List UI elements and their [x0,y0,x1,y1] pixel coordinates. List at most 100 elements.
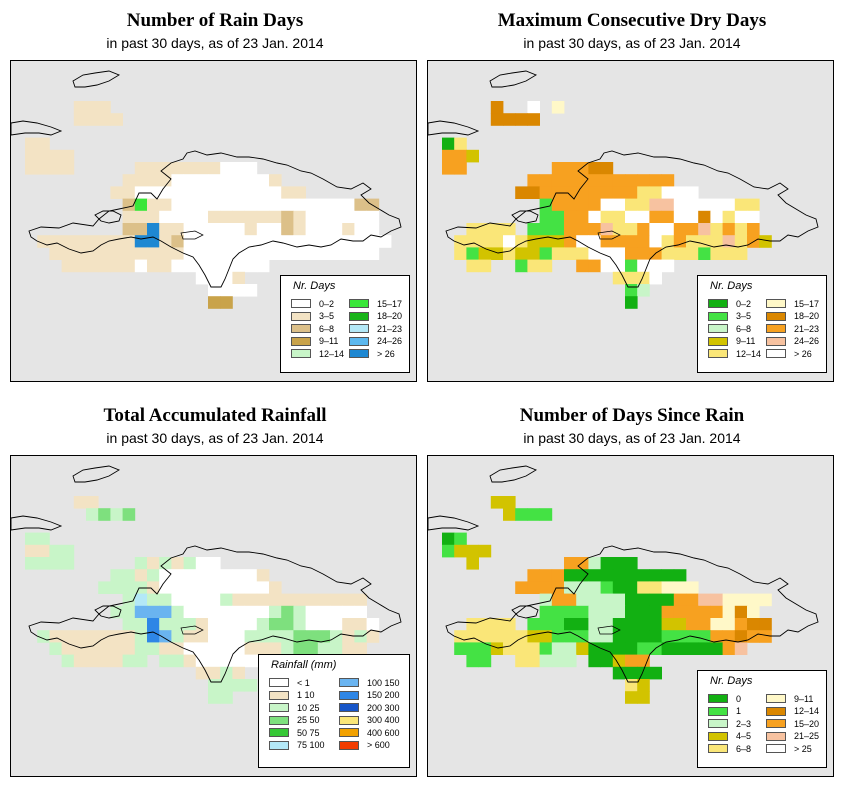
legend-swatch [339,678,359,687]
grid-cell [330,593,343,607]
grid-cell [442,162,455,175]
grid-cell [134,642,148,655]
grid-cell [171,162,184,175]
grid-cell [122,642,136,655]
grid-cell [98,259,111,273]
grid-cell [710,235,723,248]
legend-swatch [291,336,311,346]
grid-cell [147,259,160,273]
grid-cell [673,198,687,212]
grid-cell [25,557,38,570]
grid-cell [208,679,221,692]
grid-cell [588,186,601,199]
grid-cell [673,569,687,582]
grid-cell [564,593,577,607]
grid-cell [293,210,306,224]
grid-cell [220,569,233,582]
grid-cell [330,247,343,260]
grid-cell [208,557,221,570]
grid-cell [710,642,723,655]
grid-cell [122,630,136,643]
grid-cell [637,666,650,680]
grid-cell [281,593,294,607]
grid-cell [722,247,736,260]
grid-cell [208,581,221,594]
grid-cell [454,149,467,163]
grid-cell [551,618,565,631]
grid-cell [539,581,553,594]
legend-item: 9–11 [291,336,338,347]
grid-cell [256,247,270,260]
legend-label: 0–2 [319,298,335,309]
grid-cell [147,174,160,187]
grid-cell [171,569,184,582]
grid-cell [305,605,319,619]
grid-cell [637,654,650,668]
grid-cell [722,618,736,631]
legend-item: 6–8 [708,743,751,754]
grid-cell [171,235,184,248]
legend-item: 0 [708,693,741,704]
grid-cell [232,259,245,273]
grid-cell [317,247,331,260]
grid-cell [454,532,467,546]
grid-cell [551,605,565,619]
grid-cell [515,642,528,655]
grid-cell [171,223,184,236]
legend-label: 200 300 [367,702,400,713]
grid-cell [564,642,577,655]
legend-swatch [269,728,289,737]
grid-cell [317,618,331,631]
grid-cell [232,630,245,643]
grid-cell [208,259,221,273]
grid-cell [612,557,626,570]
legend-swatch [766,336,786,346]
grid-cell [490,101,504,114]
grid-cell [244,174,258,187]
grid-cell [649,630,662,643]
grid-cell [503,223,516,236]
legend-swatch [708,706,728,716]
grid-cell [625,654,638,668]
grid-cell [293,642,306,655]
grid-cell [625,618,638,631]
grid-cell [637,284,650,297]
grid-cell [171,618,184,631]
grid-cell [515,654,528,668]
grid-cell [73,642,87,655]
grid-cell [122,259,136,273]
grid-cell [293,630,306,643]
grid-cell [305,247,319,260]
grid-cell [220,223,233,236]
grid-cell [539,198,553,212]
grid-cell [183,618,197,631]
coastline [428,120,480,136]
grid-cell [625,296,638,309]
legend-label: 24–26 [377,336,403,346]
grid-cell [86,259,99,273]
grid-cell [256,569,270,582]
grid-cell [342,618,355,631]
grid-cell [305,618,319,631]
grid-cell [661,618,675,631]
grid-cell [354,235,367,248]
grid-cell [134,174,148,187]
grid-cell [722,223,736,236]
grid-cell [244,593,258,607]
grid-cell [588,174,601,187]
grid-cell [527,642,540,655]
grid-cell [293,186,306,199]
legend-swatch [708,336,728,346]
grid-cell [110,235,123,248]
grid-cell [734,642,748,655]
grid-cell [220,593,233,607]
legend-swatch [349,324,369,333]
grid-cell [122,210,136,224]
legend-label: < 1 [297,677,310,688]
legend-label: 150 200 [367,690,400,700]
grid-cell [122,654,136,668]
grid-cell [722,593,736,607]
grid-cell [625,569,638,582]
grid-cell [612,210,626,224]
grid-cell [710,223,723,236]
